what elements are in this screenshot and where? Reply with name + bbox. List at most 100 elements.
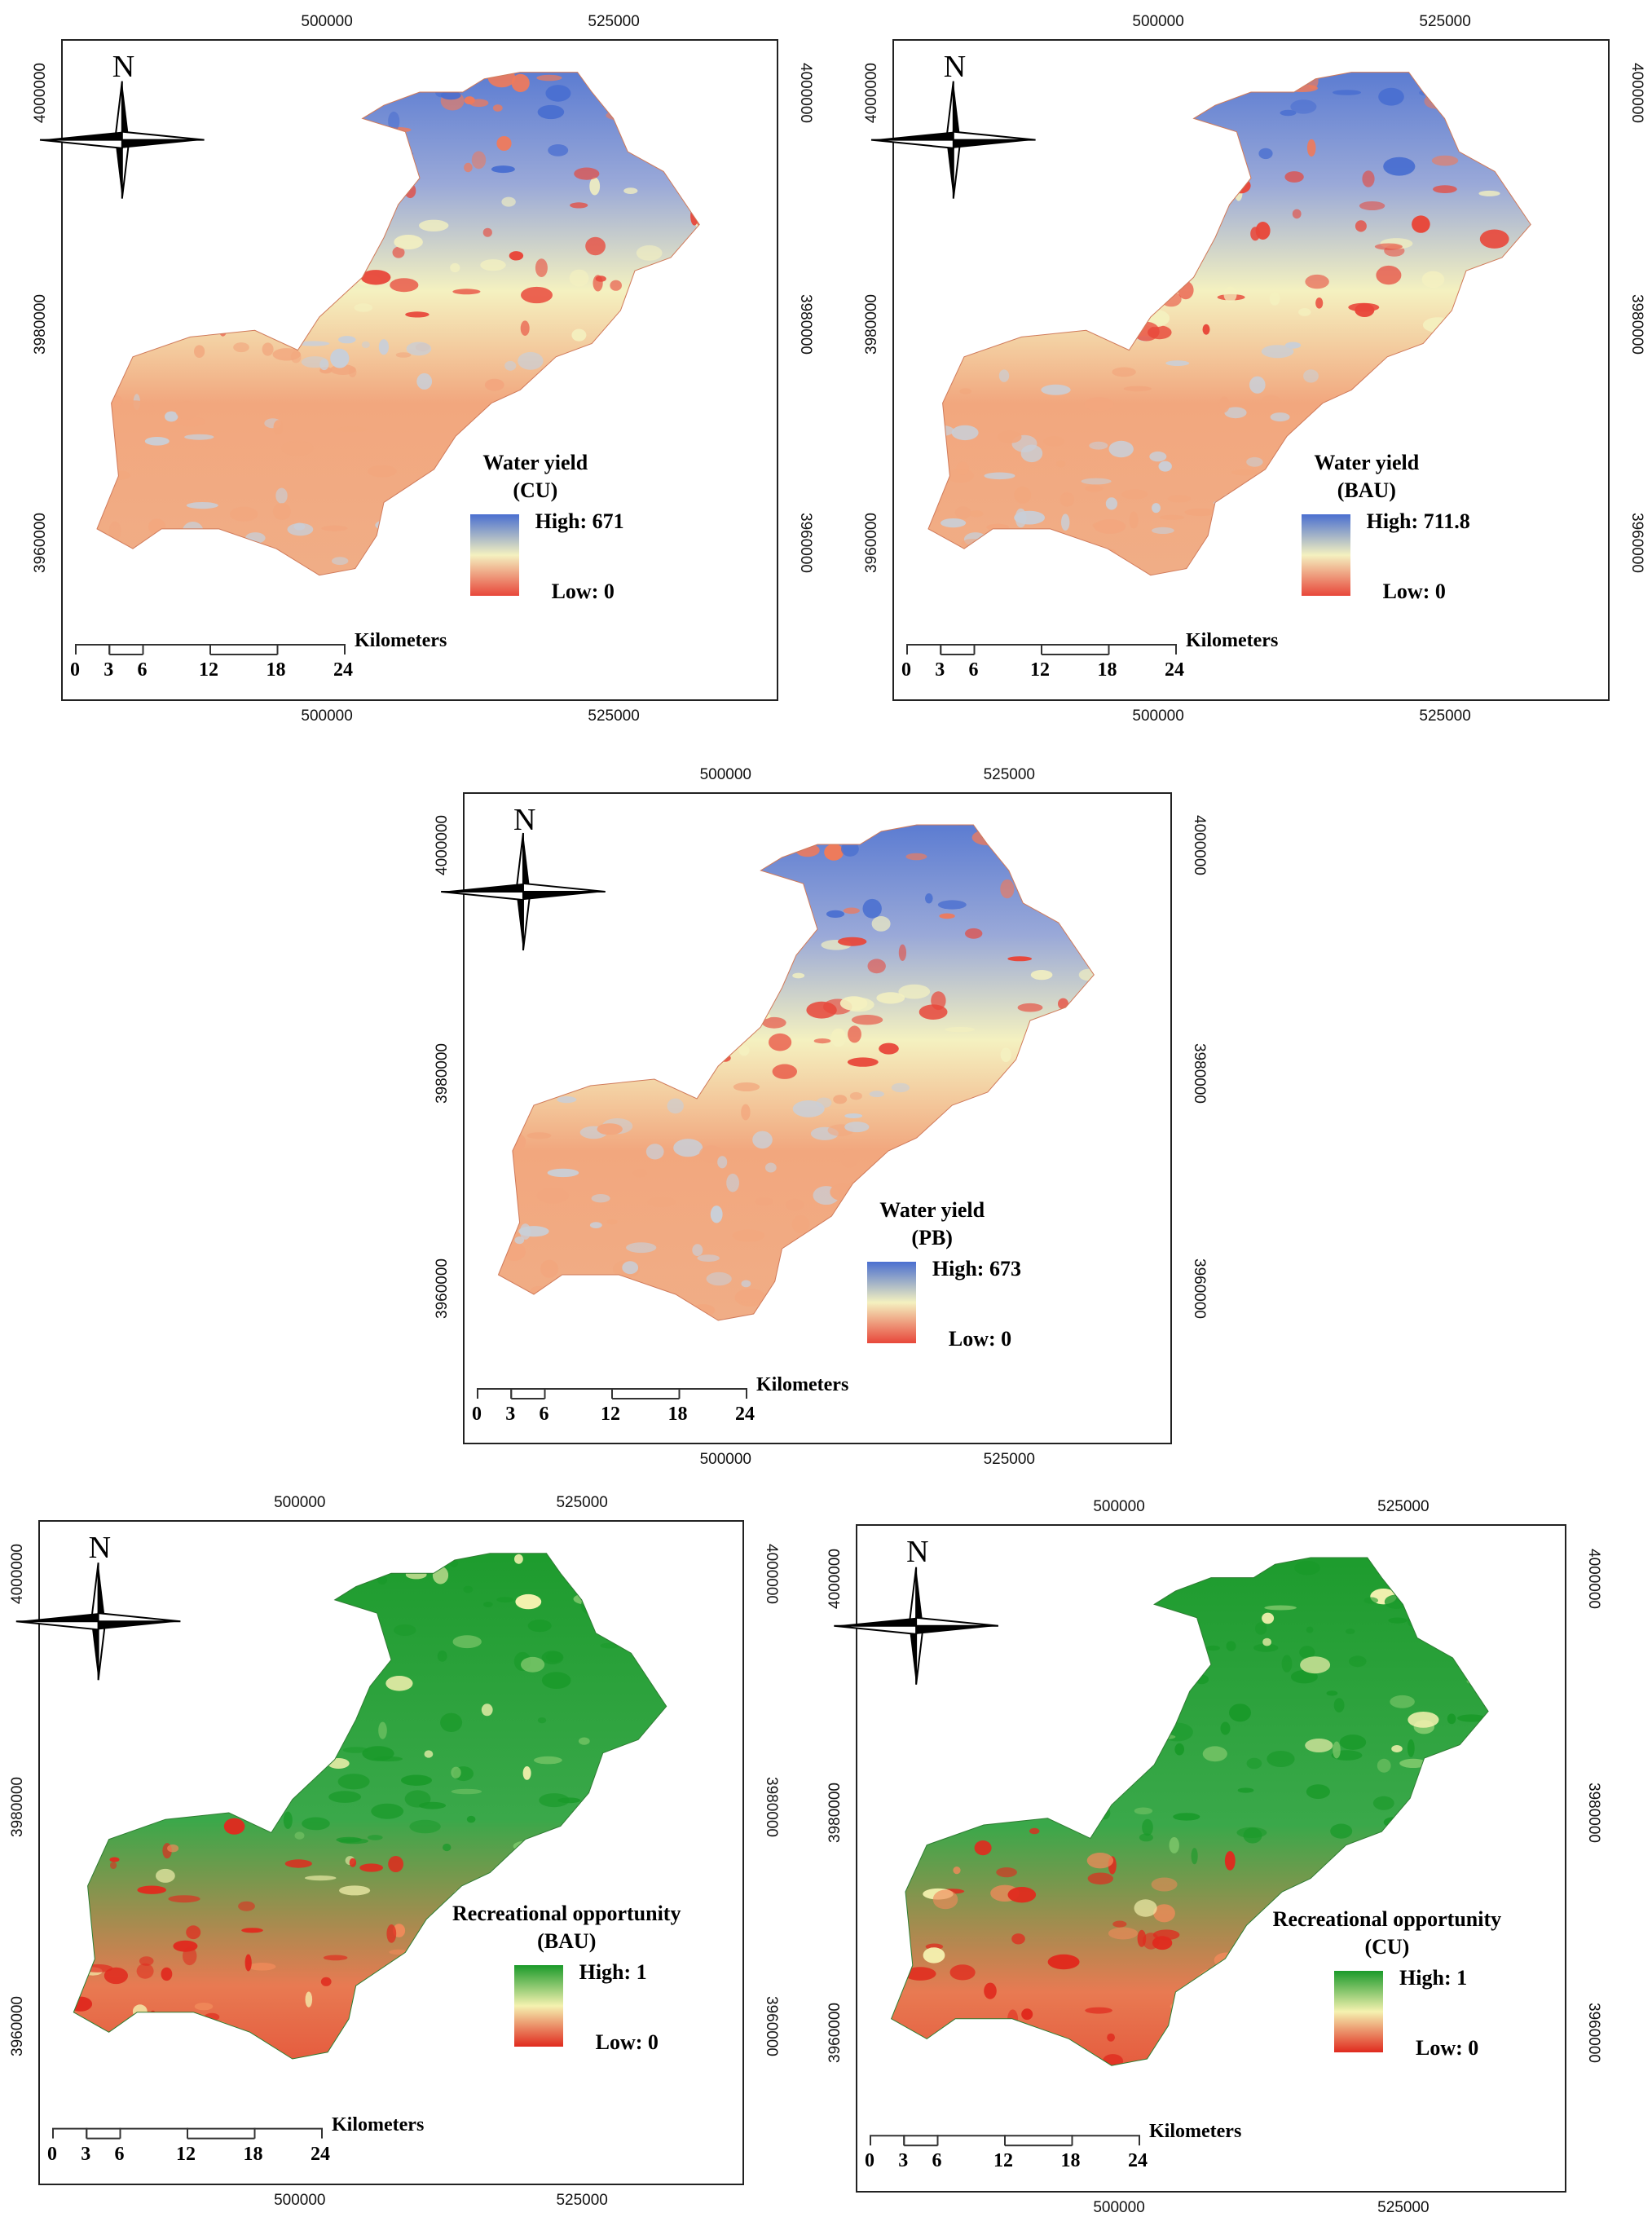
map-panel-3: 500000 500000 525000 525000 4000000 4000000 39… xyxy=(434,766,1208,1468)
x-tick-label-bottom: 525000 xyxy=(1419,707,1471,725)
north-label: N xyxy=(943,50,967,85)
study-area-raster xyxy=(73,1553,667,2060)
map-panel-1: 500000 500000 525000 525000 4000000 4000000 39… xyxy=(32,13,814,725)
north-arrow-icon xyxy=(441,832,606,951)
legend-color-ramp xyxy=(866,1262,916,1343)
x-tick-label-bottom: 500000 xyxy=(699,1451,751,1468)
scale-bar-tick: 18 xyxy=(667,1404,688,1425)
y-tick-label-left: 4000000 xyxy=(8,1544,26,1605)
legend-low-label: Low: 0 xyxy=(1416,2036,1479,2061)
study-area-boundary xyxy=(927,72,1531,576)
north-label: N xyxy=(906,1535,929,1570)
scale-bar-tick: 12 xyxy=(993,2150,1013,2172)
scale-bar-tick: 0 xyxy=(70,659,80,681)
legend-low-label: Low: 0 xyxy=(595,2030,659,2054)
map-panel-2: 500000 500000 525000 525000 4000000 4000000 39… xyxy=(863,13,1645,725)
scale-bar-tick: 3 xyxy=(104,659,114,681)
y-tick-label-right: 4000000 xyxy=(1628,62,1645,123)
scale-bar-tick: 24 xyxy=(311,2143,330,2165)
y-tick-label-left: 3980000 xyxy=(31,294,49,355)
y-tick-label-right: 3960000 xyxy=(1190,1258,1208,1319)
x-tick-label-top: 525000 xyxy=(1419,13,1471,30)
x-tick-label-top: 500000 xyxy=(274,1494,326,1511)
y-tick-label-right: 4000000 xyxy=(1584,1548,1602,1609)
y-tick-label-right: 4000000 xyxy=(1190,815,1208,875)
north-arrow-icon xyxy=(834,1567,999,1685)
x-tick-label-top: 500000 xyxy=(301,13,353,30)
y-tick-label-left: 3960000 xyxy=(8,1996,26,2057)
scale-bar-tick: 24 xyxy=(1165,659,1184,681)
scale-bar-tick: 12 xyxy=(1030,659,1050,681)
scale-bar xyxy=(477,1388,747,1399)
y-tick-label-right: 3960000 xyxy=(1584,2003,1602,2064)
legend-high-label: High: 673 xyxy=(932,1257,1021,1280)
y-tick-label-left: 4000000 xyxy=(433,815,451,875)
legend-color-ramp xyxy=(513,1964,563,2047)
y-tick-label-right: 3980000 xyxy=(1628,294,1645,355)
x-tick-label-bottom: 525000 xyxy=(1377,2199,1430,2216)
legend-subtitle: (BAU) xyxy=(537,1928,597,1953)
y-tick-label-right: 3960000 xyxy=(796,513,814,574)
scale-bar xyxy=(870,2135,1140,2147)
x-tick-label-bottom: 500000 xyxy=(1132,707,1184,725)
scale-bar-unit: Kilometers xyxy=(355,629,447,651)
y-tick-label-right: 3980000 xyxy=(1584,1782,1602,1843)
legend-high-label: High: 671 xyxy=(535,509,624,534)
y-tick-label-right: 3960000 xyxy=(1628,513,1645,574)
scale-bar xyxy=(52,2127,323,2140)
y-tick-label-left: 3980000 xyxy=(433,1043,451,1104)
legend-high-label: High: 711.8 xyxy=(1366,509,1470,534)
north-label: N xyxy=(112,50,135,85)
x-tick-label-bottom: 525000 xyxy=(588,707,640,725)
scale-bar-tick: 18 xyxy=(1060,2150,1081,2172)
scale-bar-tick: 18 xyxy=(1097,659,1117,681)
scale-bar-tick: 6 xyxy=(539,1404,549,1425)
map-canvas xyxy=(15,1553,667,2140)
scale-bar xyxy=(75,643,346,655)
x-tick-label-top: 500000 xyxy=(1132,13,1184,30)
y-tick-label-right: 4000000 xyxy=(796,62,814,123)
legend-subtitle: (BAU) xyxy=(1337,478,1396,503)
scale-bar-tick: 0 xyxy=(901,659,911,681)
y-tick-label-left: 3960000 xyxy=(31,513,49,574)
scale-bar-tick: 3 xyxy=(898,2150,909,2172)
y-tick-label-left: 3980000 xyxy=(8,1776,26,1837)
scale-bar-unit: Kilometers xyxy=(332,2113,425,2135)
y-tick-label-left: 3980000 xyxy=(826,1782,844,1843)
legend-low-label: Low: 0 xyxy=(948,1327,1012,1351)
study-area-raster xyxy=(891,1558,1489,2066)
scale-bar-unit: Kilometers xyxy=(756,1374,849,1395)
x-tick-label-top: 500000 xyxy=(1093,1498,1145,1515)
scale-bar-tick: 3 xyxy=(935,659,945,681)
scale-bar-tick: 3 xyxy=(505,1404,516,1425)
x-tick-label-bottom: 525000 xyxy=(983,1451,1035,1468)
x-tick-label-bottom: 525000 xyxy=(556,2192,608,2209)
scale-bar-tick: 6 xyxy=(137,659,148,681)
map-panel-4: 500000 500000 525000 525000 4000000 4000000 39… xyxy=(9,1494,780,2209)
y-tick-label-right: 3980000 xyxy=(762,1776,780,1837)
y-tick-label-left: 3980000 xyxy=(862,294,880,355)
legend-low-label: Low: 0 xyxy=(551,580,615,604)
scale-bar-tick: 24 xyxy=(1128,2150,1148,2172)
x-tick-label-top: 500000 xyxy=(699,766,751,783)
legend-subtitle: (PB) xyxy=(911,1226,953,1250)
x-tick-label-top: 525000 xyxy=(983,766,1035,783)
x-tick-label-top: 525000 xyxy=(588,13,640,30)
legend-high-label: High: 1 xyxy=(579,1959,647,1984)
study-area-boundary xyxy=(497,824,1095,1321)
scale-bar-tick: 6 xyxy=(968,659,979,681)
map-canvas xyxy=(441,824,1095,1399)
map-canvas xyxy=(834,1557,1489,2147)
legend-high-label: High: 1 xyxy=(1399,1966,1468,1990)
scale-bar-tick: 24 xyxy=(735,1404,755,1425)
x-tick-label-bottom: 500000 xyxy=(1093,2199,1145,2216)
scale-bar-unit: Kilometers xyxy=(1149,2121,1242,2143)
study-area-boundary xyxy=(890,1557,1489,2066)
legend-title: Water yield xyxy=(1314,451,1420,475)
legend-subtitle: (CU) xyxy=(1364,1935,1410,1959)
scale-bar xyxy=(906,643,1177,655)
scale-bar-unit: Kilometers xyxy=(1186,629,1279,651)
legend-title: Recreational opportunity xyxy=(452,1901,681,1925)
scale-bar-tick: 24 xyxy=(333,659,353,681)
y-tick-label-left: 4000000 xyxy=(31,62,49,123)
